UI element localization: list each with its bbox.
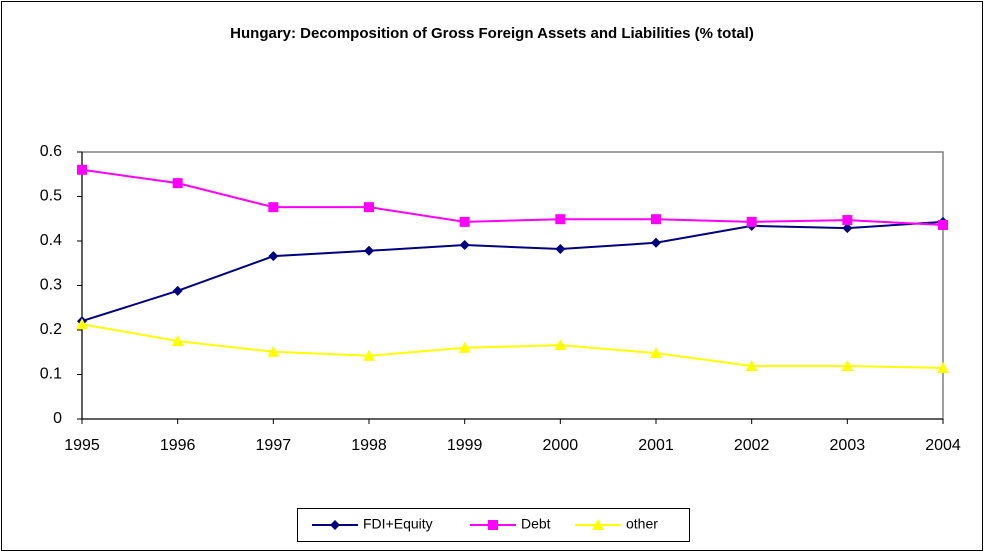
marker — [330, 520, 340, 530]
marker — [267, 345, 280, 357]
marker — [76, 318, 88, 330]
plot-area — [81, 151, 944, 420]
marker — [842, 223, 853, 234]
marker — [746, 216, 757, 227]
marker — [268, 202, 279, 213]
marker — [651, 237, 661, 248]
marker — [555, 214, 566, 225]
marker — [171, 335, 184, 347]
x-tick-label: 2002 — [734, 437, 770, 454]
marker — [77, 164, 87, 175]
chart-title: Hungary: Decomposition of Gross Foreign … — [230, 25, 754, 42]
marker — [364, 202, 374, 213]
marker — [268, 251, 279, 262]
y-tick-label: 0.3 — [40, 277, 62, 294]
series-line — [81, 168, 944, 226]
marker — [842, 215, 853, 226]
marker — [364, 245, 374, 256]
marker — [172, 178, 183, 189]
x-tick-label: 1995 — [64, 437, 100, 454]
series-line — [81, 220, 944, 323]
y-tick-label: 0.1 — [40, 366, 62, 383]
marker — [555, 244, 566, 255]
y-tick-label: 0.2 — [40, 321, 62, 338]
marker — [363, 349, 375, 361]
marker — [650, 347, 662, 359]
legend-label: other — [626, 516, 658, 532]
x-tick-label: 1996 — [160, 437, 196, 454]
marker — [592, 519, 604, 530]
marker — [459, 216, 470, 227]
marker — [938, 219, 948, 230]
x-tick-label: 2003 — [830, 437, 866, 454]
marker — [651, 214, 661, 225]
legend-label: FDI+Equity — [363, 516, 433, 532]
marker — [745, 360, 758, 372]
x-tick-label: 2004 — [925, 437, 961, 454]
marker — [841, 360, 854, 372]
y-tick-label: 0.4 — [40, 232, 62, 249]
y-tick-label: 0.6 — [40, 143, 62, 160]
marker — [937, 361, 949, 373]
series-line — [81, 323, 944, 369]
x-tick-label: 1998 — [351, 437, 387, 454]
marker — [554, 339, 567, 351]
x-tick-label: 1999 — [447, 437, 483, 454]
y-tick-label: 0.5 — [40, 188, 62, 205]
x-tick-label: 1997 — [256, 437, 292, 454]
legend-label: Debt — [521, 516, 551, 532]
marker — [172, 285, 183, 296]
x-tick-label: 2001 — [638, 437, 674, 454]
marker — [458, 341, 471, 353]
y-tick-label: 0 — [53, 410, 62, 427]
marker — [459, 240, 470, 251]
x-tick-label: 2000 — [543, 437, 579, 454]
marker — [488, 520, 498, 530]
